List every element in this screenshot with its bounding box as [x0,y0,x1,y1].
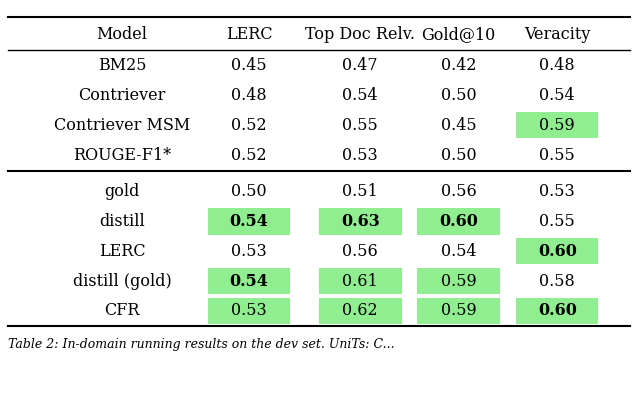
Text: 0.53: 0.53 [231,302,267,319]
Text: Contriever MSM: Contriever MSM [54,117,190,134]
Text: Top Doc Relv.: Top Doc Relv. [306,26,415,43]
Text: 0.50: 0.50 [441,87,477,104]
FancyBboxPatch shape [417,298,500,324]
Text: 0.54: 0.54 [230,213,269,230]
Text: 0.60: 0.60 [440,213,478,230]
Text: 0.55: 0.55 [343,117,378,134]
Text: 0.54: 0.54 [441,243,477,260]
Text: 0.60: 0.60 [538,302,577,319]
Text: 0.56: 0.56 [343,243,378,260]
Text: 0.56: 0.56 [441,183,477,200]
Text: 0.48: 0.48 [232,87,267,104]
FancyBboxPatch shape [208,298,290,324]
Text: BM25: BM25 [98,58,146,74]
FancyBboxPatch shape [417,208,500,235]
Text: Table 2: In-domain running results on the dev set. UniTs: C...: Table 2: In-domain running results on th… [8,338,394,351]
FancyBboxPatch shape [208,268,290,294]
Text: 0.45: 0.45 [441,117,477,134]
Text: 0.59: 0.59 [441,273,477,290]
Text: 0.50: 0.50 [441,147,477,164]
Text: 0.47: 0.47 [343,58,378,74]
Text: gold: gold [105,183,140,200]
FancyBboxPatch shape [208,208,290,235]
Text: 0.53: 0.53 [343,147,378,164]
Text: distill (gold): distill (gold) [73,273,172,290]
Text: 0.54: 0.54 [230,273,269,290]
FancyBboxPatch shape [319,208,401,235]
Text: ROUGE-F1*: ROUGE-F1* [73,147,171,164]
Text: 0.54: 0.54 [539,87,575,104]
Text: 0.53: 0.53 [231,243,267,260]
Text: 0.60: 0.60 [538,243,577,260]
Text: CFR: CFR [105,302,140,319]
Text: Model: Model [96,26,147,43]
Text: 0.52: 0.52 [232,147,267,164]
Text: distill: distill [99,213,145,230]
Text: Contriever: Contriever [78,87,166,104]
Text: 0.48: 0.48 [539,58,575,74]
Text: 0.45: 0.45 [232,58,267,74]
Text: 0.59: 0.59 [441,302,477,319]
Text: LERC: LERC [99,243,145,260]
Text: 0.63: 0.63 [341,213,380,230]
Text: Gold@10: Gold@10 [422,26,496,43]
Text: 0.52: 0.52 [232,117,267,134]
Text: 0.59: 0.59 [539,117,575,134]
FancyBboxPatch shape [516,298,598,324]
FancyBboxPatch shape [319,298,401,324]
Text: 0.55: 0.55 [539,213,575,230]
Text: 0.50: 0.50 [232,183,267,200]
Text: 0.51: 0.51 [343,183,378,200]
FancyBboxPatch shape [417,268,500,294]
FancyBboxPatch shape [319,268,401,294]
Text: 0.54: 0.54 [343,87,378,104]
Text: 0.58: 0.58 [539,273,575,290]
Text: 0.61: 0.61 [343,273,378,290]
Text: Veracity: Veracity [524,26,590,43]
FancyBboxPatch shape [516,112,598,138]
Text: LERC: LERC [226,26,272,43]
Text: 0.53: 0.53 [539,183,575,200]
Text: 0.55: 0.55 [539,147,575,164]
Text: 0.42: 0.42 [441,58,477,74]
FancyBboxPatch shape [516,238,598,264]
Text: 0.62: 0.62 [343,302,378,319]
